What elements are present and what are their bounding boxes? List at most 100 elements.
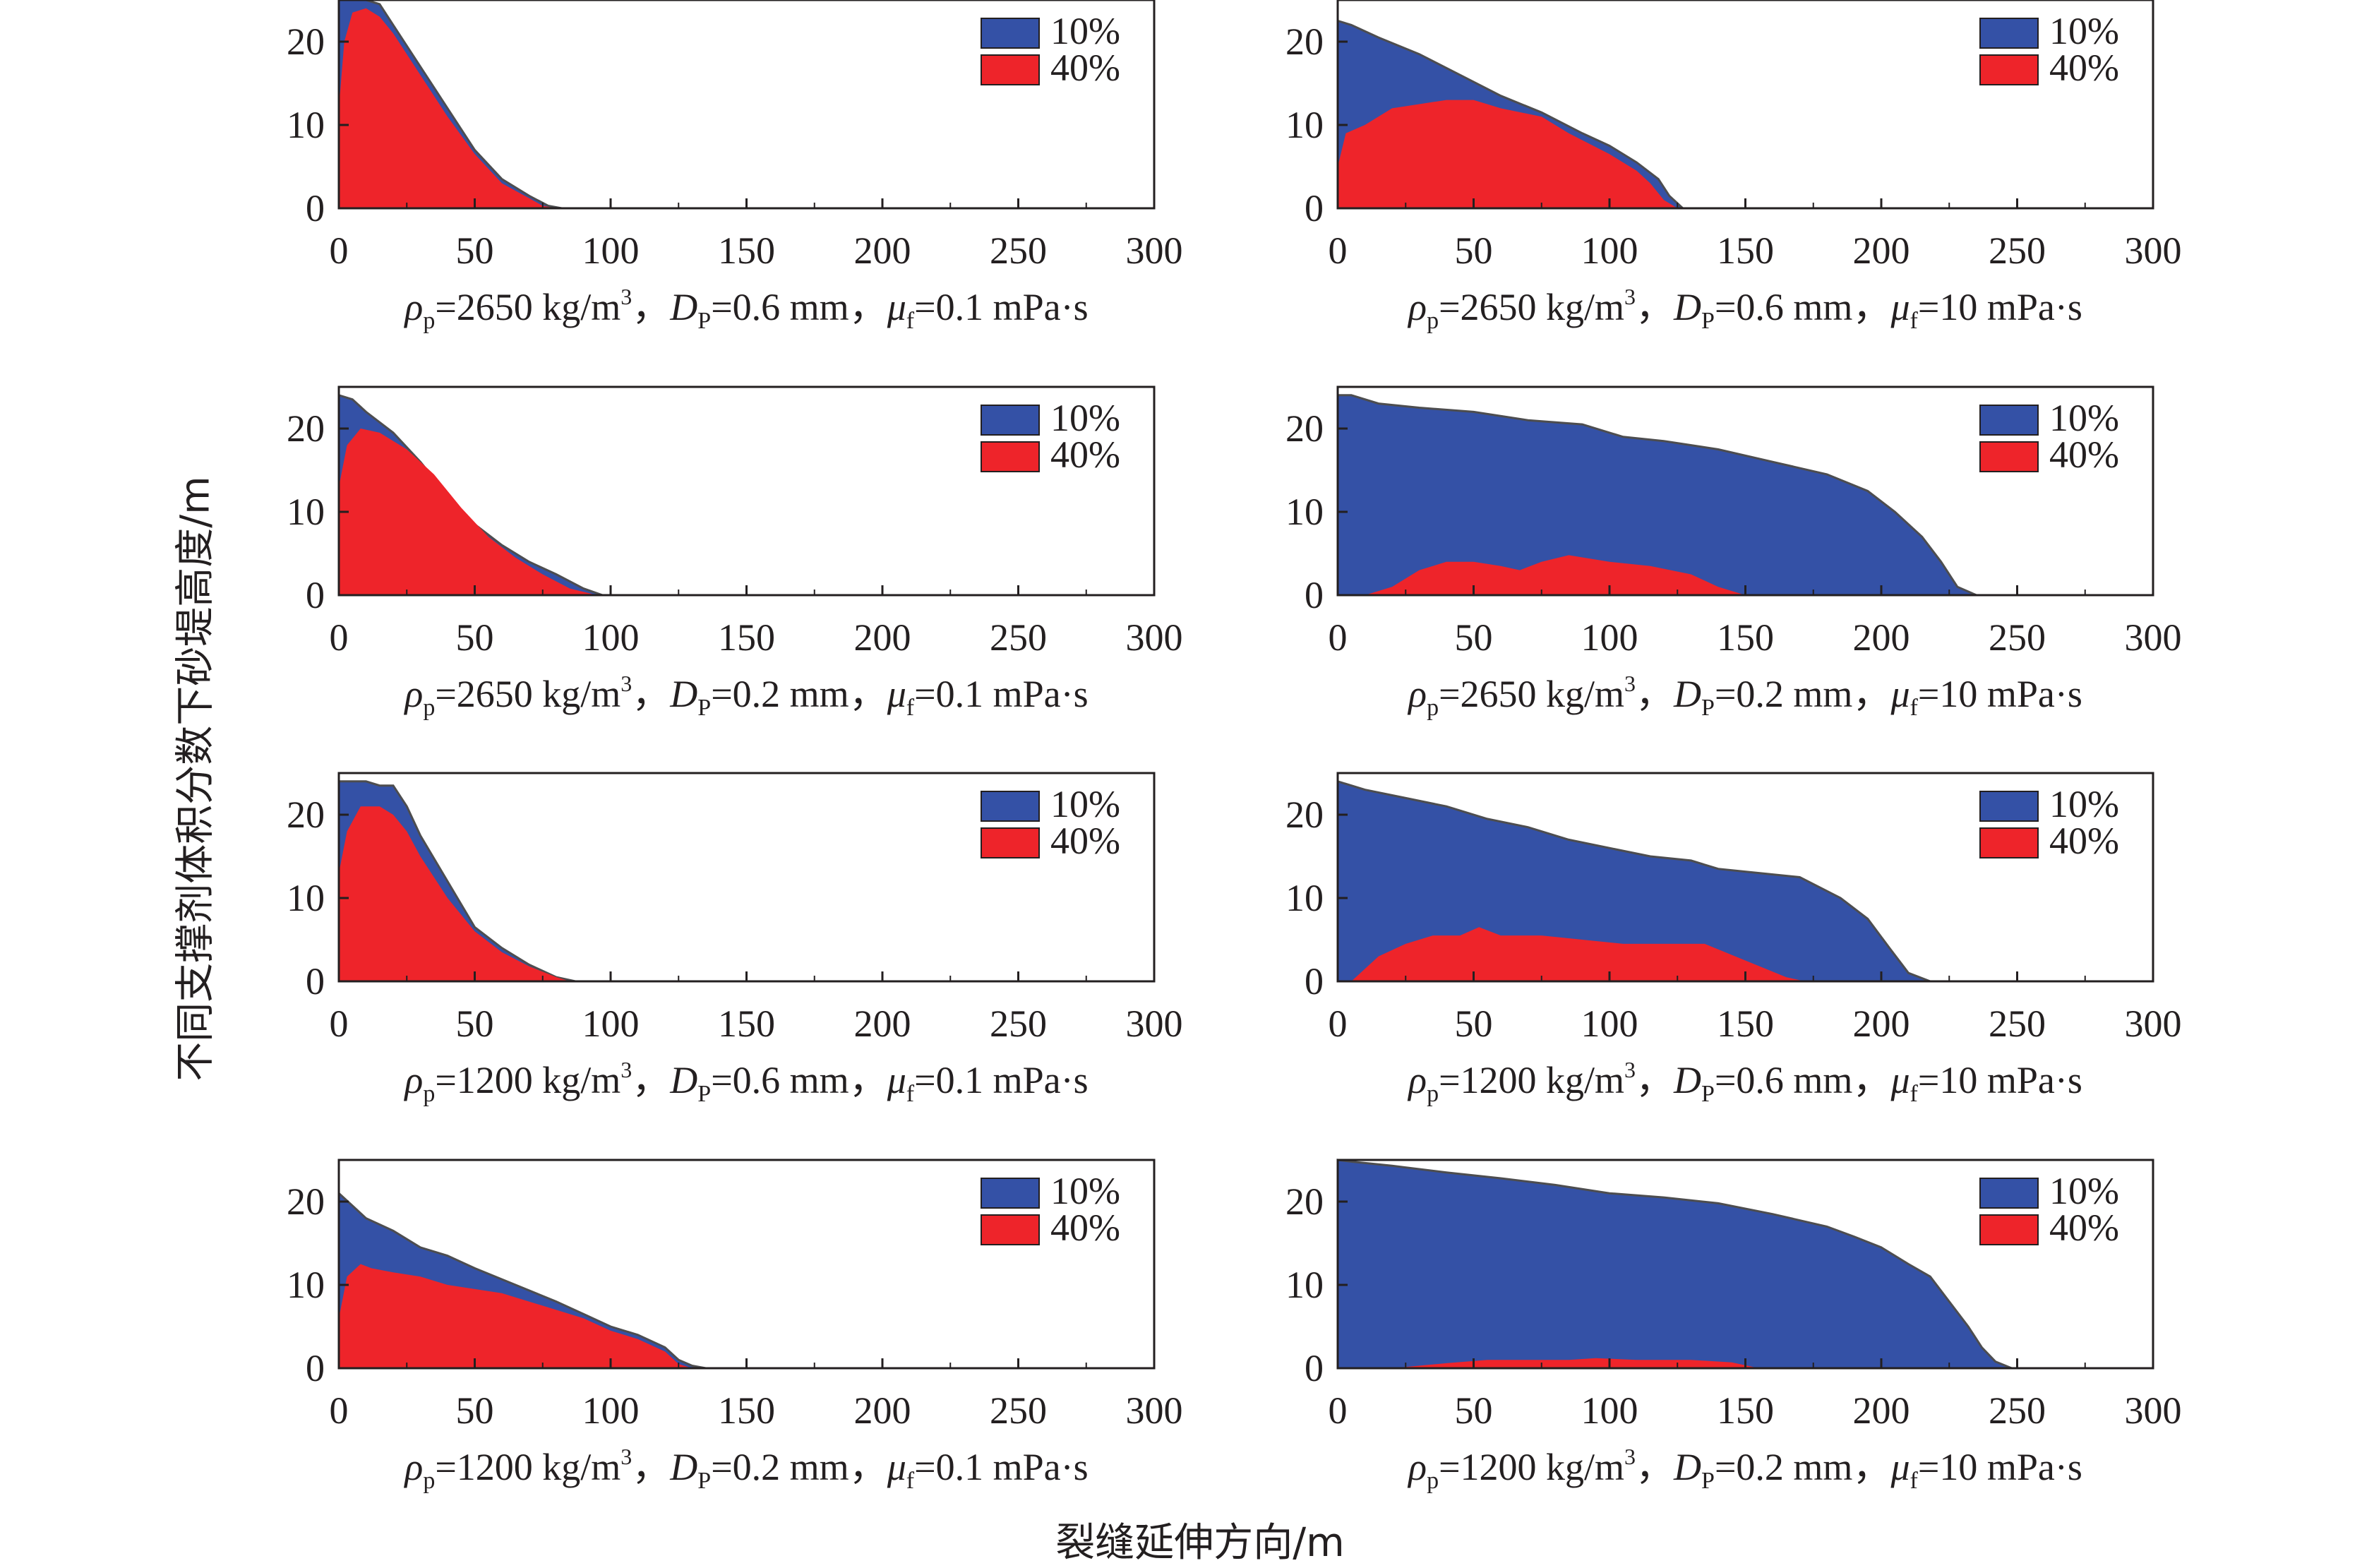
y-tick-label: 10 [287, 104, 325, 146]
legend-label: 10% [2049, 783, 2119, 825]
y-tick-label: 0 [1305, 960, 1324, 1003]
x-tick-label: 200 [854, 616, 911, 659]
chart-panel-6: 0 50 100 150 200 250 300 0 10 20 10%40% [1285, 772, 2182, 1045]
x-tick-label: 250 [1989, 1003, 2046, 1045]
area-series-40pct [339, 806, 570, 981]
legend-label: 40% [1050, 47, 1120, 89]
legend-label: 10% [2049, 1170, 2119, 1212]
x-tick-label: 150 [718, 1003, 775, 1045]
legend-swatch [1979, 791, 2039, 822]
area-series-40pct [1392, 1358, 1759, 1368]
legend-swatch [1979, 405, 2039, 436]
x-tick-label: 0 [330, 229, 349, 272]
x-tick-label: 100 [582, 616, 640, 659]
legend-label: 10% [1050, 397, 1120, 439]
x-tick-label: 50 [456, 1389, 494, 1432]
panel-caption: ρp=2650 kg/m3，DP=0.6 mm，μf=0.1 mPa·s [404, 284, 1089, 334]
x-tick-label: 300 [1126, 1003, 1183, 1045]
chart-panel-7: 0 50 100 150 200 250 300 0 10 20 10%40% [287, 1159, 1183, 1432]
legend-label: 10% [1050, 1170, 1120, 1212]
x-tick-label: 150 [718, 616, 775, 659]
chart-panel-8: 0 50 100 150 200 250 300 0 10 20 10%40% [1285, 1159, 2182, 1432]
x-tick-label: 100 [1581, 1003, 1638, 1045]
y-tick-label: 0 [306, 187, 325, 229]
y-tick-label: 10 [1285, 1264, 1324, 1306]
x-tick-label: 50 [1455, 229, 1493, 272]
legend-label: 10% [2049, 397, 2119, 439]
x-tick-label: 250 [1989, 1389, 2046, 1432]
x-tick-label: 200 [1853, 1003, 1910, 1045]
y-tick-label: 0 [1305, 1347, 1324, 1389]
x-tick-label: 100 [1581, 616, 1638, 659]
legend-swatch [981, 827, 1040, 858]
legend-swatch [981, 791, 1040, 822]
x-tick-label: 300 [2125, 229, 2182, 272]
x-axis-label: 裂缝延伸方向/m [1055, 1520, 1345, 1566]
area-series-40pct [1351, 927, 1806, 981]
panel-caption: ρp=1200 kg/m3，DP=0.6 mm，μf=0.1 mPa·s [404, 1057, 1089, 1107]
x-tick-label: 0 [1329, 616, 1348, 659]
y-axis-label: 不同支撑剂体积分数下砂堤高度/m [172, 476, 219, 1082]
legend-label: 40% [1050, 820, 1120, 862]
area-series-10pct [1336, 1159, 2013, 1370]
y-tick-label: 10 [1285, 104, 1324, 146]
y-tick-label: 0 [306, 1347, 325, 1389]
x-tick-label: 50 [456, 229, 494, 272]
y-tick-label: 10 [287, 877, 325, 919]
x-tick-label: 200 [1853, 1389, 1910, 1432]
x-tick-label: 50 [456, 616, 494, 659]
y-tick-label: 20 [1285, 20, 1324, 63]
y-tick-label: 0 [306, 574, 325, 616]
chart-panel-1: 0 50 100 150 200 250 300 0 10 20 10%40% [287, 0, 1183, 272]
x-tick-label: 200 [1853, 616, 1910, 659]
panel-caption: ρp=2650 kg/m3，DP=0.6 mm，μf=10 mPa·s [1408, 284, 2082, 334]
x-tick-label: 0 [1329, 1389, 1348, 1432]
x-tick-label: 0 [1329, 1003, 1348, 1045]
x-tick-label: 150 [1717, 1003, 1774, 1045]
x-tick-label: 50 [456, 1003, 494, 1045]
x-tick-label: 0 [330, 616, 349, 659]
x-tick-label: 50 [1455, 616, 1493, 659]
x-tick-label: 100 [1581, 1389, 1638, 1432]
area-series-10pct [1336, 394, 1977, 597]
chart-panel-2: 0 50 100 150 200 250 300 0 10 20 10%40% [1285, 0, 2182, 272]
legend-label: 40% [2049, 433, 2119, 476]
legend-label: 10% [1050, 10, 1120, 52]
y-tick-label: 10 [1285, 491, 1324, 533]
legend-swatch [981, 18, 1040, 49]
x-tick-label: 150 [718, 229, 775, 272]
x-tick-label: 250 [990, 616, 1047, 659]
x-tick-label: 250 [990, 229, 1047, 272]
x-tick-label: 150 [1717, 1389, 1774, 1432]
x-tick-label: 200 [1853, 229, 1910, 272]
legend-swatch [1979, 54, 2039, 85]
legend-swatch [981, 405, 1040, 436]
x-tick-label: 150 [1717, 229, 1774, 272]
x-tick-label: 50 [1455, 1003, 1493, 1045]
chart-panel-3: 0 50 100 150 200 250 300 0 10 20 10%40% [287, 385, 1183, 659]
x-tick-label: 150 [718, 1389, 775, 1432]
y-tick-label: 10 [287, 1264, 325, 1306]
legend-swatch [981, 441, 1040, 472]
x-tick-label: 100 [582, 1389, 640, 1432]
legend-swatch [981, 54, 1040, 85]
area-series-40pct [1338, 100, 1678, 208]
x-tick-label: 0 [330, 1003, 349, 1045]
legend-label: 40% [2049, 820, 2119, 862]
legend-label: 40% [1050, 433, 1120, 476]
y-tick-label: 20 [287, 407, 325, 450]
y-tick-label: 20 [287, 20, 325, 63]
x-tick-label: 300 [1126, 616, 1183, 659]
panel-caption: ρp=2650 kg/m3，DP=0.2 mm，μf=0.1 mPa·s [404, 671, 1089, 721]
chart-panel-5: 0 50 100 150 200 250 300 0 10 20 10%40% [287, 772, 1183, 1045]
panel-caption: ρp=2650 kg/m3，DP=0.2 mm，μf=10 mPa·s [1408, 671, 2082, 721]
x-tick-label: 300 [2125, 1389, 2182, 1432]
legend-swatch [981, 1214, 1040, 1245]
legend-swatch [981, 1178, 1040, 1209]
y-tick-label: 0 [1305, 574, 1324, 616]
area-series-40pct [339, 1264, 693, 1368]
x-tick-label: 200 [854, 1389, 911, 1432]
legend-label: 40% [2049, 47, 2119, 89]
x-tick-label: 300 [2125, 1003, 2182, 1045]
